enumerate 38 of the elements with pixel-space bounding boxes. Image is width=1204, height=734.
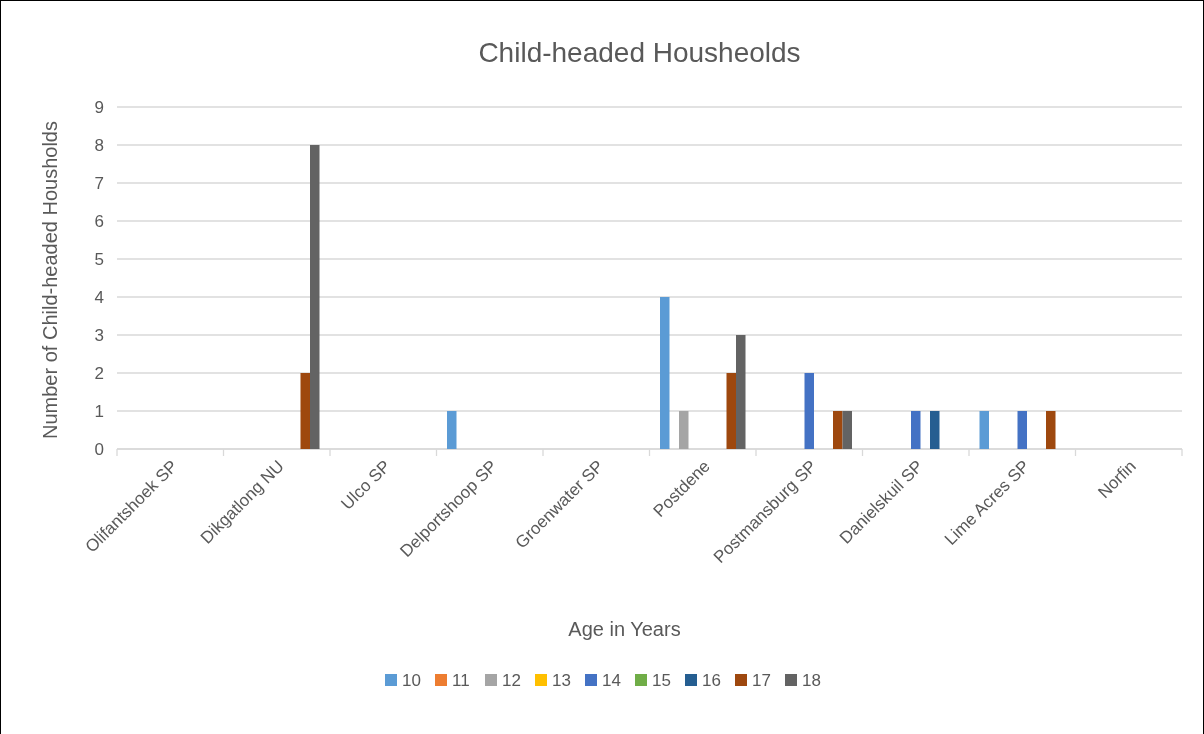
bar	[911, 411, 921, 449]
y-tick-label: 1	[94, 401, 104, 421]
bar	[930, 411, 940, 449]
legend-label: 18	[802, 670, 821, 690]
bar	[447, 411, 457, 449]
bar	[310, 145, 320, 449]
legend-label: 14	[602, 670, 621, 690]
bar	[660, 297, 670, 449]
bar	[726, 373, 736, 449]
bar	[833, 411, 843, 449]
y-tick-label: 8	[94, 135, 104, 155]
bar	[804, 373, 814, 449]
legend-label: 11	[452, 670, 470, 690]
y-tick-label: 9	[94, 97, 104, 117]
legend-label: 15	[652, 670, 671, 690]
bar	[300, 373, 310, 449]
x-axis-title: Age in Years	[568, 618, 681, 640]
bar	[842, 411, 852, 449]
bar	[736, 335, 746, 449]
legend-label: 12	[502, 670, 521, 690]
y-tick-label: 0	[94, 439, 104, 459]
y-tick-label: 7	[94, 173, 104, 193]
bar	[1046, 411, 1056, 449]
bar	[1017, 411, 1027, 449]
y-tick-label: 4	[94, 287, 104, 307]
x-tick-label: Ulco SP	[337, 456, 395, 514]
chart-title: Child-headed Housheolds	[478, 37, 801, 68]
bar	[979, 411, 989, 449]
legend-label: 13	[552, 670, 571, 690]
y-tick-label: 5	[94, 249, 104, 269]
y-axis-title: Number of Child-headed Housholds	[39, 121, 61, 439]
legend-label: 10	[402, 670, 421, 690]
legend-label: 17	[752, 670, 771, 690]
legend-label: 16	[702, 670, 721, 690]
bar	[679, 411, 689, 449]
y-tick-label: 3	[94, 325, 104, 345]
y-tick-label: 6	[94, 211, 104, 231]
y-tick-label: 2	[94, 363, 104, 383]
